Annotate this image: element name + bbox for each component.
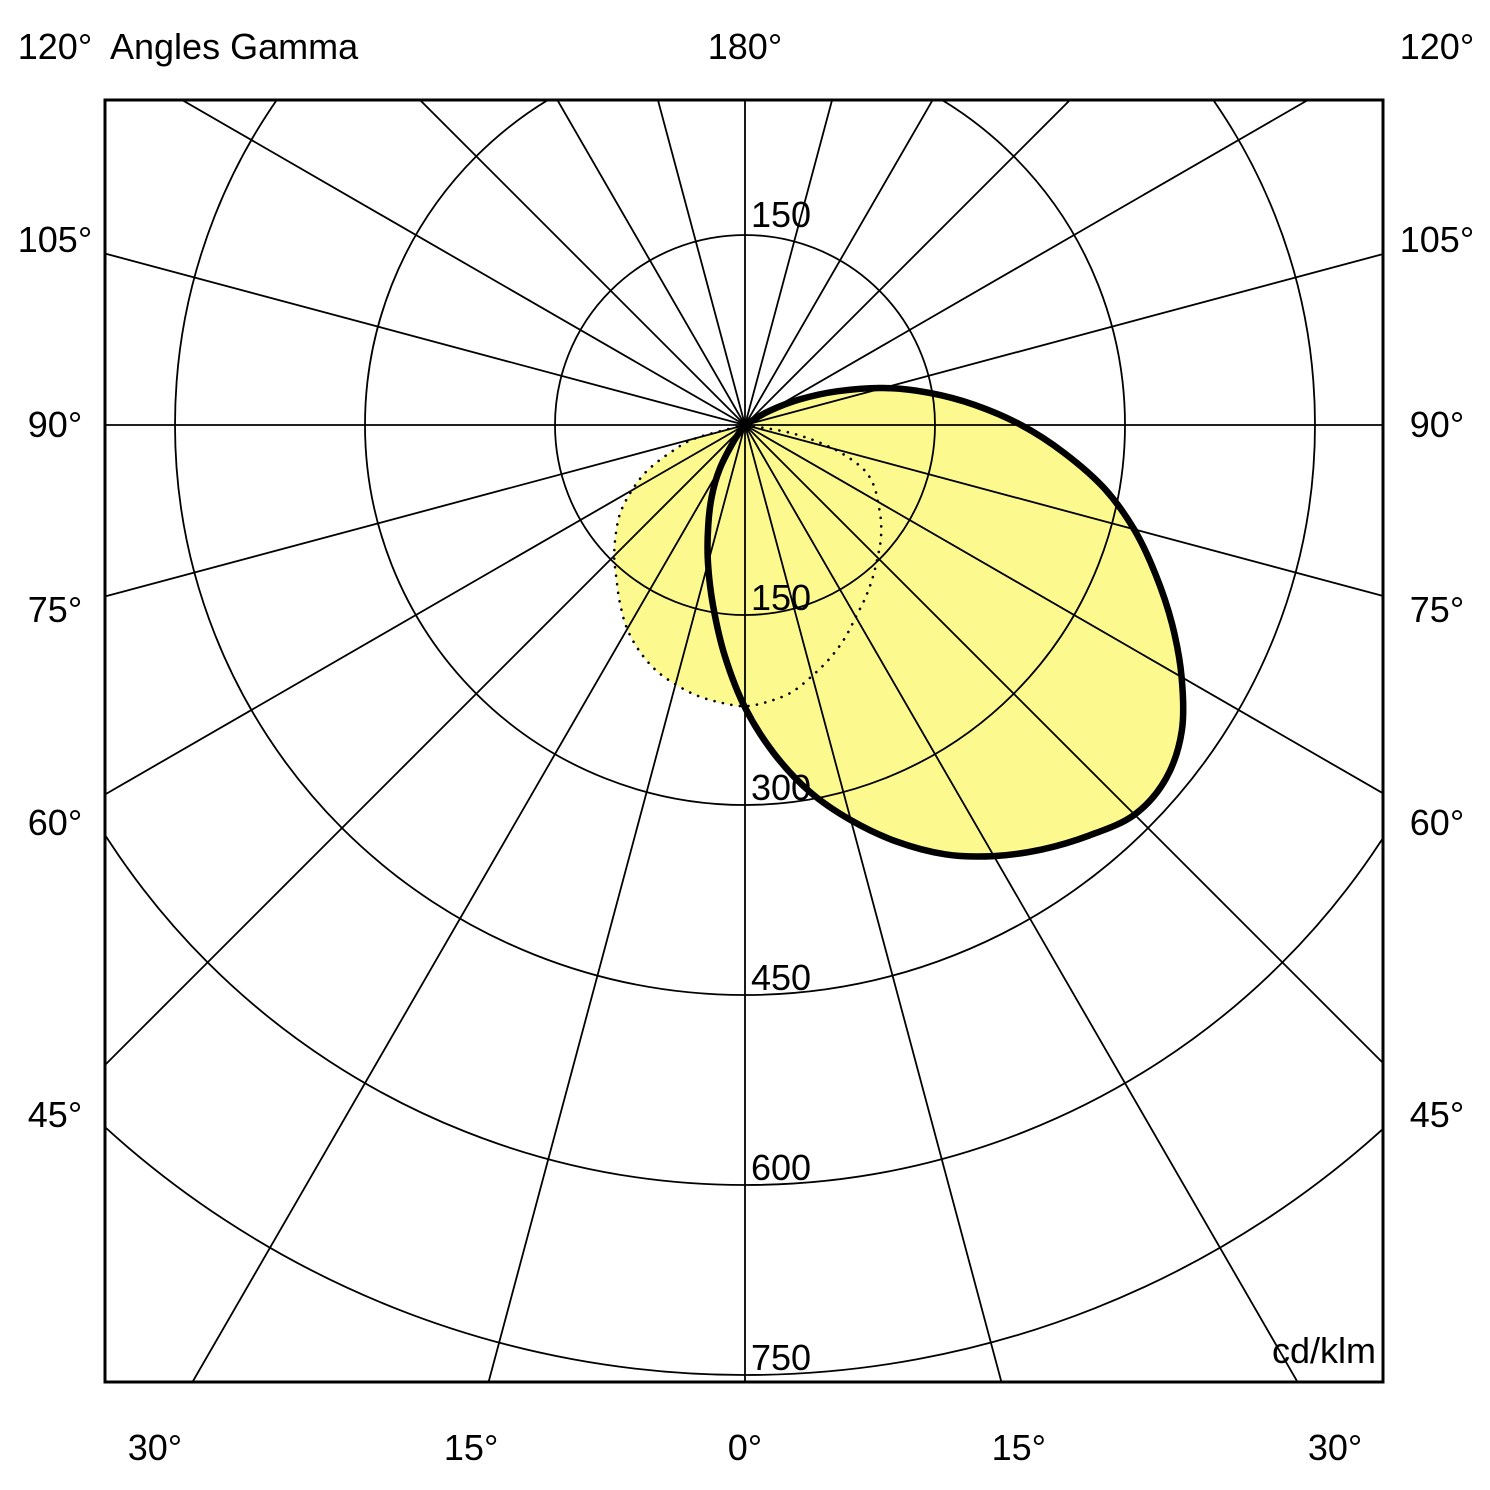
radial-tick-label: 750 [751,1337,812,1378]
gamma-grid-ray [744,424,1383,795]
gamma-label-right: 75° [1409,588,1465,630]
dotted-plane-curve [612,423,883,708]
radial-tick-label-top: 150 [751,194,812,235]
gamma-grid-ray [744,100,1310,426]
gamma-label-top: 120° [1399,26,1475,67]
gamma-label-top: 120° [17,26,93,67]
solid-lobe-fill [707,387,1184,857]
gamma-label-top: 180° [707,26,783,67]
radial-tick-label: 450 [751,957,812,998]
gamma-label-bottom: 15° [443,1427,499,1468]
gamma-grid-ray [487,424,746,1382]
gamma-grid-ray [744,424,1299,1382]
gamma-grid-ray [744,424,1003,1382]
gamma-label-right: 90° [1409,404,1465,445]
gamma-label-right: 60° [1409,802,1465,844]
chart-title: Angles Gamma [110,26,359,67]
gamma-grid-ray [744,100,834,426]
gamma-label-left: 105° [17,219,93,261]
gamma-label-bottom: 30° [1307,1427,1363,1468]
gamma-label-bottom: 15° [991,1427,1047,1468]
gamma-grid-ray [656,100,746,426]
gamma-grid-ray [105,424,746,598]
unit-label: cd/klm [1271,1330,1376,1371]
gamma-grid-ray [105,424,746,1067]
gamma-grid-ray [105,424,746,796]
gamma-grid-ray [556,100,746,426]
gamma-grid-ray [180,100,746,426]
gamma-grid-ray [744,424,1383,1065]
gamma-grid-ray [191,424,746,1382]
polar-center-point [740,420,750,430]
gamma-grid-ray [744,100,1072,426]
gamma-grid-ray [744,424,1383,597]
gamma-label-right: 105° [1399,219,1475,261]
gamma-grid-ray [744,100,934,426]
plot-border [103,98,1385,1384]
gamma-label-bottom: 30° [127,1427,183,1468]
solid-plane-curve [704,384,1187,860]
radial-tick-label: 150 [751,577,812,618]
gamma-label-left: 60° [27,802,83,844]
radial-tick-label: 300 [751,767,812,808]
gamma-grid-ray [744,253,1383,426]
gamma-label-left: 45° [27,1094,83,1135]
gamma-label-right: 45° [1409,1094,1465,1135]
gamma-grid-ray [105,252,746,426]
gamma-label-bottom: 0° [727,1427,763,1468]
gamma-grid-ray [418,100,746,426]
gamma-label-left: 75° [27,588,83,630]
radial-tick-label: 600 [751,1147,812,1188]
gamma-label-left: 90° [27,404,83,445]
